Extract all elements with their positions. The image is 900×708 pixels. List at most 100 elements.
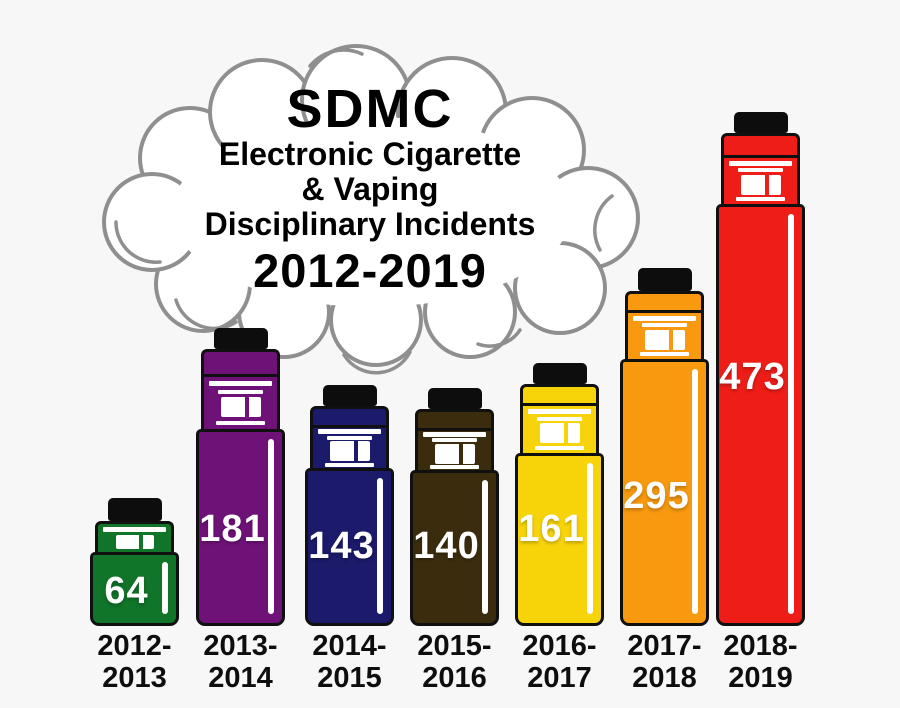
vape-band	[415, 409, 494, 428]
tank-line	[325, 462, 374, 467]
tank-line	[209, 380, 272, 386]
vape-body: 181	[196, 429, 285, 626]
tank-window-divider	[669, 329, 674, 350]
category-label-line: 2014-	[312, 630, 387, 662]
value-label: 161	[518, 508, 585, 550]
chart-title-line3: & Vaping	[301, 171, 439, 208]
value-label: 140	[413, 525, 480, 567]
vape-tank	[625, 310, 704, 359]
category-label-line: 2016	[422, 661, 487, 694]
bar-2012-2013: 64 2012- 2013	[90, 498, 179, 694]
bar-2016-2017: 161 2016- 2017	[515, 363, 604, 694]
body-stripe	[377, 478, 383, 614]
vape-tank	[520, 403, 599, 453]
tank-window	[740, 174, 781, 195]
body-stripe	[692, 369, 698, 614]
tank-window	[329, 441, 370, 462]
tank-line	[431, 438, 478, 443]
tank-line	[633, 315, 696, 321]
vape-tank	[95, 521, 174, 552]
tank-window-divider	[564, 423, 569, 444]
tank-line	[536, 416, 583, 421]
body-stripe	[587, 463, 593, 614]
category-label: 2013- 2014	[176, 630, 306, 695]
value-label: 295	[623, 475, 690, 517]
chart-title-years: 2012-2019	[253, 243, 487, 297]
vape-body: 140	[410, 470, 499, 626]
vape-band	[625, 291, 704, 310]
vape-body: 295	[620, 359, 709, 626]
tank-line	[640, 352, 689, 357]
tank-line	[103, 527, 166, 532]
category-label: 2012- 2013	[70, 630, 200, 695]
category-label-line: 2018	[632, 661, 697, 694]
category-label: 2014- 2015	[285, 630, 415, 695]
value-label: 181	[199, 508, 266, 550]
tank-window	[115, 535, 154, 549]
body-stripe	[162, 562, 168, 614]
vape-body: 143	[305, 468, 394, 626]
vape-cap	[322, 385, 377, 406]
chart-title-block: SDMC Electronic Cigarette & Vaping Disci…	[108, 79, 632, 297]
category-label-line: 2018-	[723, 630, 798, 662]
value-label: 64	[104, 570, 149, 612]
chart-title-org: SDMC	[286, 79, 454, 139]
vape-cap	[427, 388, 482, 409]
category-label-line: 2016-	[522, 630, 597, 662]
tank-line	[729, 160, 792, 166]
tank-window-divider	[139, 535, 144, 549]
category-label-line: 2019	[728, 661, 793, 694]
tank-window	[539, 423, 580, 444]
tank-window-divider	[354, 441, 359, 462]
category-label-line: 2012-	[97, 630, 172, 662]
category-label-line: 2017-	[627, 630, 702, 662]
vape-band	[310, 406, 389, 425]
category-label: 2016- 2017	[495, 630, 625, 695]
vape-band	[520, 384, 599, 403]
bar-2018-2019: 473 2018- 2019	[716, 112, 805, 694]
value-label: 143	[308, 525, 375, 567]
vape-body: 64	[90, 552, 179, 626]
vape-tank	[201, 374, 280, 429]
vape-cap	[637, 268, 692, 291]
tank-window-divider	[765, 174, 770, 195]
vape-cap	[213, 328, 268, 349]
category-label-line: 2015	[317, 661, 382, 694]
category-label-line: 2013	[102, 661, 167, 694]
tank-line	[535, 446, 584, 451]
tank-line	[430, 464, 479, 469]
tank-window-divider	[245, 397, 250, 418]
vape-band	[201, 349, 280, 374]
vape-cap	[532, 363, 587, 384]
tank-line	[737, 168, 784, 173]
bar-2015-2016: 140 2015- 2016	[410, 388, 499, 694]
bar-2013-2014: 181 2013- 2014	[196, 328, 285, 694]
vape-tank	[310, 425, 389, 468]
tank-line	[641, 323, 688, 328]
tank-line	[216, 421, 265, 426]
vape-body: 161	[515, 453, 604, 626]
category-label: 2015- 2016	[390, 630, 520, 695]
tank-window-divider	[459, 443, 464, 464]
tank-line	[423, 432, 486, 438]
tank-line	[326, 435, 373, 440]
vape-cap	[733, 112, 788, 133]
vape-band	[721, 133, 800, 155]
tank-window	[644, 329, 685, 350]
tank-window	[434, 443, 475, 464]
vape-tank	[415, 428, 494, 470]
vape-cap	[107, 498, 162, 521]
chart-title-line4: Disciplinary Incidents	[204, 206, 536, 243]
body-stripe	[482, 480, 488, 614]
category-label-line: 2015-	[417, 630, 492, 662]
category-label: 2017- 2018	[600, 630, 730, 695]
category-label-line: 2017	[527, 661, 592, 694]
category-label: 2018- 2019	[696, 630, 826, 695]
tank-line	[318, 429, 381, 435]
tank-window	[220, 397, 261, 418]
bar-2014-2015: 143 2014- 2015	[305, 385, 394, 694]
tank-line	[736, 197, 785, 202]
